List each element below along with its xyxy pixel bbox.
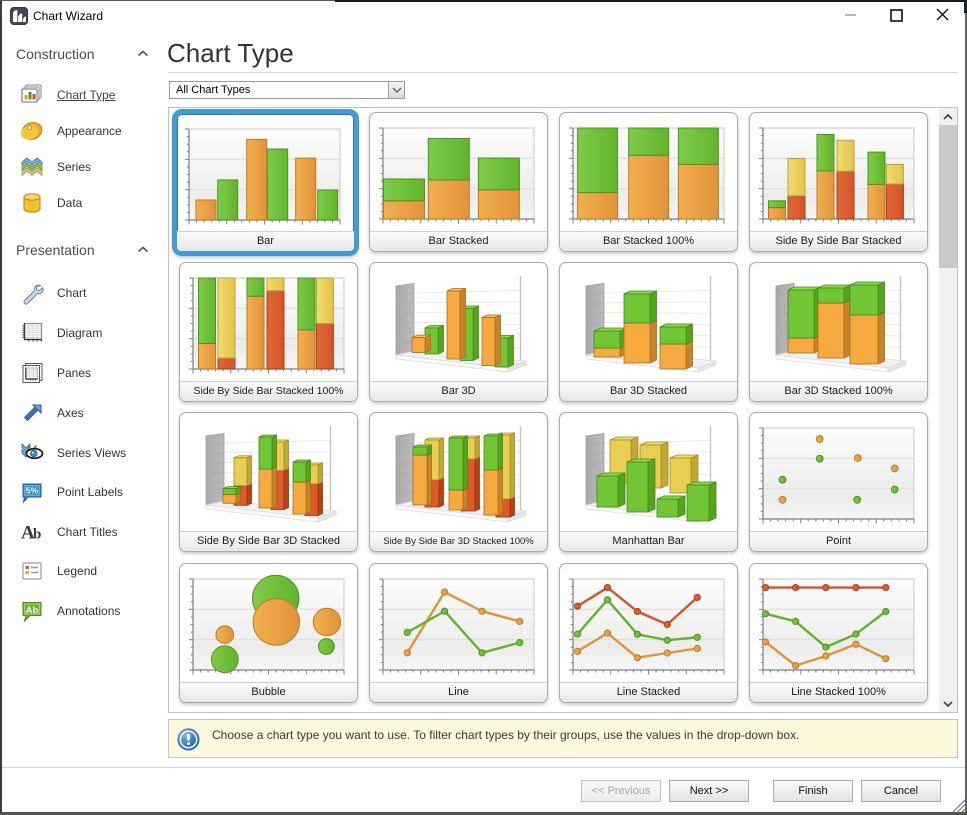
svg-text:A: A (21, 523, 35, 544)
svg-text:b: b (33, 527, 41, 543)
svg-text:Ab: Ab (26, 605, 39, 616)
svg-text:5%: 5% (26, 485, 39, 495)
